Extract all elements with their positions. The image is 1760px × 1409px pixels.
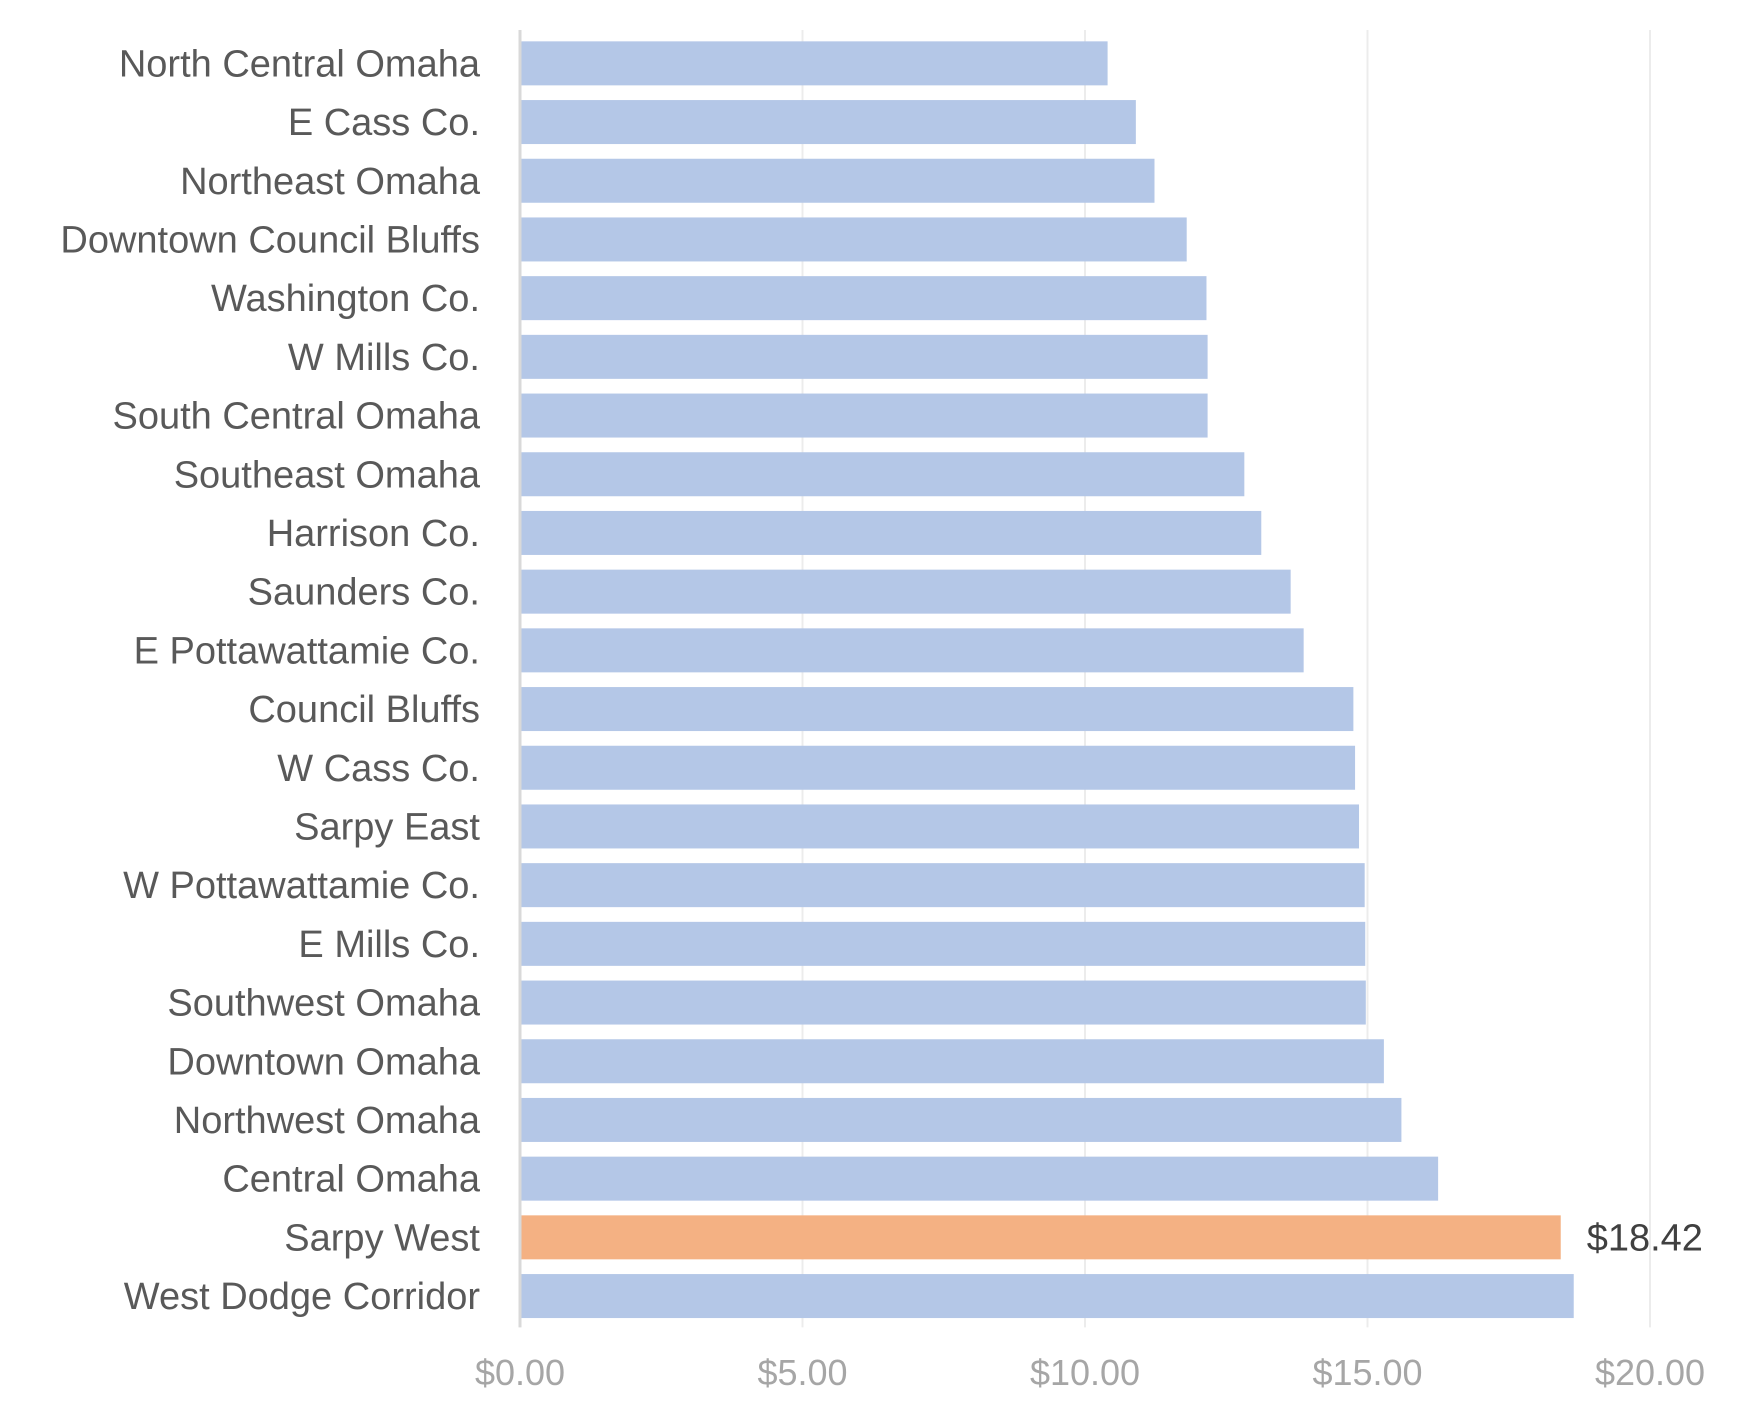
category-label: Southwest Omaha — [167, 983, 480, 1025]
data-label: $18.42 — [1587, 1217, 1703, 1259]
bar — [521, 217, 1187, 262]
category-label: Downtown Council Bluffs — [60, 219, 480, 261]
category-label: Saunders Co. — [248, 572, 480, 614]
category-label: Northeast Omaha — [180, 161, 481, 203]
category-label: Harrison Co. — [267, 513, 480, 555]
category-label: Council Bluffs — [248, 689, 480, 731]
category-label: W Mills Co. — [288, 337, 480, 379]
category-label: W Cass Co. — [277, 748, 480, 790]
x-tick-label: $15.00 — [1312, 1352, 1422, 1393]
bar — [521, 921, 1366, 966]
bar — [521, 745, 1356, 790]
bar — [521, 804, 1360, 849]
x-tick-label: $20.00 — [1595, 1352, 1705, 1393]
x-tick-label: $0.00 — [475, 1352, 565, 1393]
bar — [521, 276, 1207, 321]
bar — [521, 158, 1155, 203]
category-label: Sarpy West — [284, 1217, 480, 1259]
bar — [521, 863, 1365, 908]
category-label: Washington Co. — [211, 278, 480, 320]
bar — [521, 980, 1366, 1025]
category-label: West Dodge Corridor — [124, 1276, 481, 1318]
category-label: W Pottawattamie Co. — [123, 865, 480, 907]
category-label: E Cass Co. — [288, 102, 480, 144]
bar — [521, 452, 1245, 497]
bar-highlighted — [521, 1215, 1561, 1260]
category-label: North Central Omaha — [119, 43, 481, 85]
bar — [521, 510, 1262, 555]
bar — [521, 628, 1304, 673]
bar — [521, 100, 1136, 145]
category-label: E Mills Co. — [298, 924, 480, 966]
bar — [521, 569, 1291, 614]
x-tick-label: $10.00 — [1030, 1352, 1140, 1393]
label-layer: $0.00 $5.00 $10.00 $15.00 $20.00 North Centra… — [60, 43, 1705, 1393]
bar — [521, 1039, 1384, 1084]
bar — [521, 687, 1354, 732]
category-label: Sarpy East — [294, 806, 480, 848]
category-label: Southeast Omaha — [174, 454, 481, 496]
category-label: South Central Omaha — [112, 396, 480, 438]
category-label: E Pottawattamie Co. — [134, 630, 480, 672]
bar — [521, 1097, 1402, 1142]
bar — [521, 334, 1208, 379]
x-tick-label: $5.00 — [757, 1352, 847, 1393]
category-label: Downtown Omaha — [167, 1041, 480, 1083]
category-label: Northwest Omaha — [174, 1100, 481, 1142]
bar-layer — [521, 41, 1574, 1319]
bar — [521, 1274, 1574, 1319]
bar — [521, 1156, 1439, 1201]
bar — [521, 393, 1208, 438]
bar — [521, 41, 1108, 86]
category-label: Central Omaha — [222, 1159, 481, 1201]
